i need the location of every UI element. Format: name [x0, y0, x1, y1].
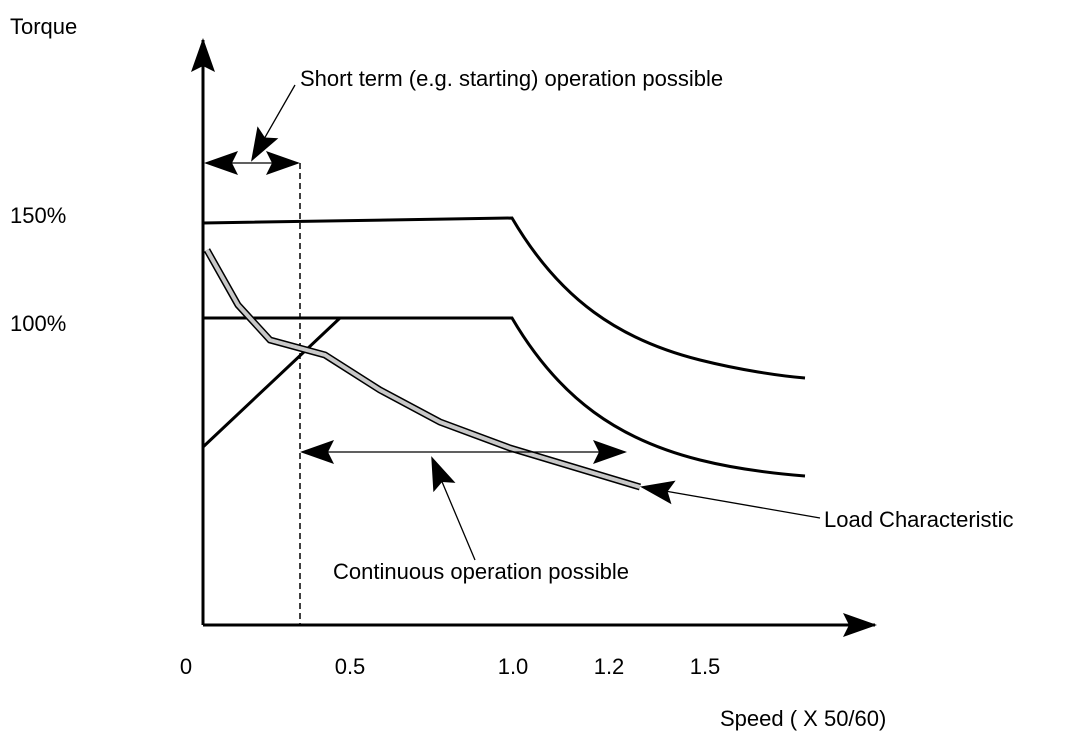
- annotation: Load Characteristic: [824, 507, 1014, 532]
- torque-100-curve: [203, 316, 806, 478]
- torque-150-curve: [202, 216, 806, 380]
- x-tick-label: 1.5: [690, 654, 721, 679]
- x-tick-label: 0: [180, 654, 192, 679]
- annotation: Continuous operation possible: [333, 559, 629, 584]
- y-tick-label: 150%: [10, 203, 66, 228]
- x-tick-label: 1.0: [498, 654, 529, 679]
- pointer: [251, 84, 296, 162]
- y-axis-label: Torque: [10, 14, 77, 39]
- pointer: [640, 480, 821, 519]
- x-tick-label: 0.5: [335, 654, 366, 679]
- y-tick-label: 100%: [10, 311, 66, 336]
- x-axis-label: Speed ( X 50/60): [720, 706, 886, 731]
- low-speed-line: [201, 316, 342, 449]
- x-tick-label: 1.2: [594, 654, 625, 679]
- pointer: [431, 456, 476, 561]
- annotation: Short term (e.g. starting) operation pos…: [300, 66, 723, 91]
